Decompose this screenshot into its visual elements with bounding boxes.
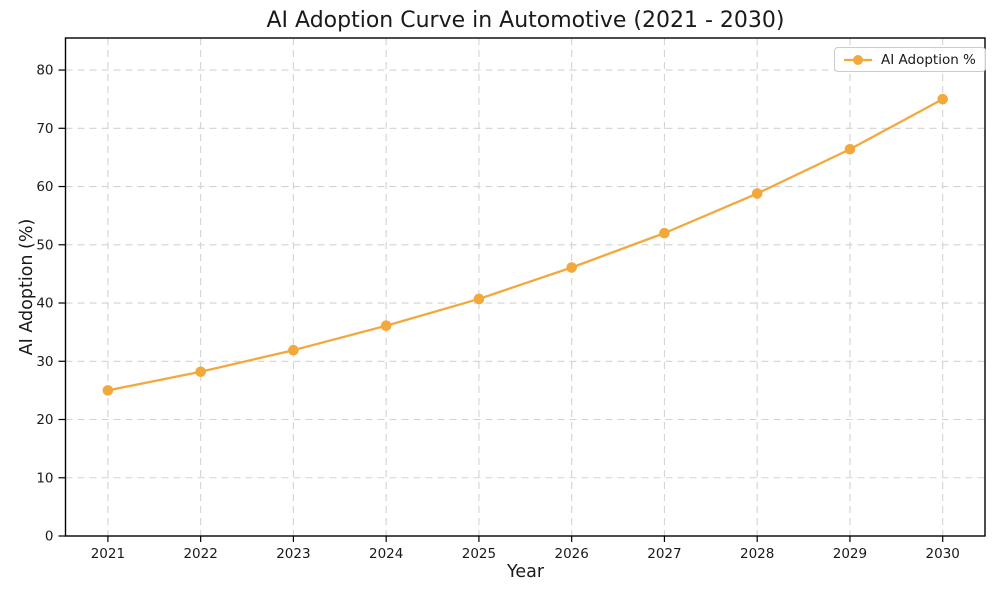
data-line [106,98,944,392]
data-point [566,262,577,273]
x-tick-label: 2024 [369,546,403,562]
data-point [288,344,299,356]
x-tick-label: 2028 [740,546,774,562]
data-point [937,93,948,105]
chart-title: AI Adoption Curve in Automotive (2021 - … [266,8,785,33]
x-tick-label: 2025 [462,546,496,562]
legend: AI Adoption % [834,47,986,72]
y-tick-label: 40 [36,296,53,312]
y-tick-label: 50 [36,237,53,253]
x-tick-label: 2027 [647,546,681,562]
data-point [380,320,392,332]
x-tick-label: 2030 [926,546,960,562]
y-tick-label: 0 [45,529,54,545]
data-point [751,188,763,199]
data-point [659,227,670,239]
y-tick-label: 60 [36,179,53,195]
x-tick-label: 2026 [554,546,588,562]
y-tick-label: 30 [36,354,53,370]
legend-line-marker-icon [844,54,872,65]
x-axis-label: Year [506,562,545,582]
y-tick-label: 20 [36,412,53,428]
x-tick-label: 2021 [91,546,125,562]
data-point [102,385,114,396]
x-tick-label: 2023 [276,546,310,562]
legend-label: AI Adoption % [881,51,976,68]
data-point [473,293,485,305]
plot-border [64,37,986,537]
x-tick-label: 2029 [833,546,867,562]
y-tick-label: 70 [36,121,53,137]
y-tick-label: 10 [36,470,53,486]
y-tick-label: 80 [36,63,53,79]
data-point [844,143,856,155]
data-point [195,366,206,378]
x-tick-label: 2022 [183,546,217,562]
